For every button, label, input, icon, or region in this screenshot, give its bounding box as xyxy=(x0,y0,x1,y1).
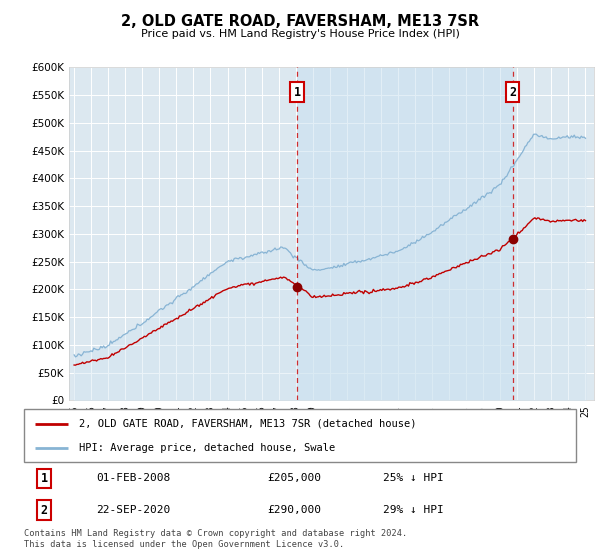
Text: 22-SEP-2020: 22-SEP-2020 xyxy=(96,505,170,515)
Text: 29% ↓ HPI: 29% ↓ HPI xyxy=(383,505,443,515)
Text: 2, OLD GATE ROAD, FAVERSHAM, ME13 7SR (detached house): 2, OLD GATE ROAD, FAVERSHAM, ME13 7SR (d… xyxy=(79,419,416,429)
Text: 25% ↓ HPI: 25% ↓ HPI xyxy=(383,473,443,483)
Text: Contains HM Land Registry data © Crown copyright and database right 2024.
This d: Contains HM Land Registry data © Crown c… xyxy=(24,529,407,549)
Text: £290,000: £290,000 xyxy=(267,505,321,515)
FancyBboxPatch shape xyxy=(24,409,576,462)
Text: 2: 2 xyxy=(41,503,47,516)
Text: HPI: Average price, detached house, Swale: HPI: Average price, detached house, Swal… xyxy=(79,443,335,453)
Text: Price paid vs. HM Land Registry's House Price Index (HPI): Price paid vs. HM Land Registry's House … xyxy=(140,29,460,39)
Text: 2: 2 xyxy=(509,86,516,99)
Text: 01-FEB-2008: 01-FEB-2008 xyxy=(96,473,170,483)
Bar xyxy=(297,67,512,400)
Text: 1: 1 xyxy=(293,86,301,99)
Text: 1: 1 xyxy=(41,472,47,485)
Text: 2, OLD GATE ROAD, FAVERSHAM, ME13 7SR: 2, OLD GATE ROAD, FAVERSHAM, ME13 7SR xyxy=(121,14,479,29)
Text: £205,000: £205,000 xyxy=(267,473,321,483)
